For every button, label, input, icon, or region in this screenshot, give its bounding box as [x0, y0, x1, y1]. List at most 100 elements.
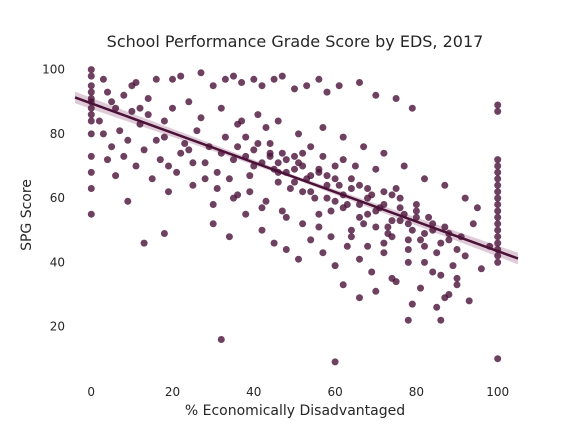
scatter-point	[356, 294, 363, 302]
scatter-point	[299, 188, 307, 196]
scatter-point	[274, 178, 282, 186]
scatter-point	[144, 111, 152, 119]
scatter-point	[339, 281, 347, 289]
scatter-point	[335, 82, 343, 90]
scatter-point	[396, 194, 404, 202]
scatter-point	[246, 172, 254, 180]
scatter-point	[404, 258, 412, 266]
scatter-point	[347, 175, 355, 183]
scatter-point	[307, 172, 315, 180]
scatter-point	[477, 265, 485, 273]
scatter-point	[266, 149, 274, 157]
scatter-point	[165, 188, 172, 196]
scatter-point	[461, 252, 469, 260]
scatter-point	[469, 220, 477, 228]
scatter-point	[327, 207, 335, 215]
scatter-point	[278, 149, 286, 157]
scatter-point	[230, 72, 237, 80]
scatter-point	[217, 336, 225, 343]
scatter-point	[323, 194, 331, 202]
scatter-point	[108, 143, 116, 151]
scatter-point	[112, 104, 120, 112]
scatter-point	[384, 223, 392, 231]
scatter-point	[230, 194, 237, 202]
scatter-point	[112, 172, 120, 180]
scatter-point	[258, 82, 266, 90]
scatter-point	[209, 220, 217, 228]
scatter-point	[152, 75, 160, 83]
scatter-point	[335, 181, 343, 189]
scatter-point	[295, 255, 302, 263]
scatter-point	[299, 149, 307, 157]
scatter-point	[185, 146, 193, 154]
scatter-point	[380, 249, 388, 257]
scatter-point	[461, 194, 469, 202]
scatter-point	[356, 181, 363, 189]
scatter-point	[132, 162, 140, 170]
scatter-point	[421, 230, 428, 237]
scatter-point	[380, 239, 388, 247]
scatter-point	[433, 303, 441, 311]
scatter-point	[148, 175, 156, 183]
scatter-point	[307, 188, 315, 196]
scatter-point	[291, 178, 298, 186]
scatter-point	[494, 355, 502, 363]
scatter-point	[421, 258, 428, 266]
scatter-point	[181, 140, 189, 147]
scatter-point	[152, 136, 160, 144]
scatter-point	[494, 207, 502, 215]
scatter-point	[453, 246, 461, 253]
y-tick-label: 20	[50, 320, 65, 334]
scatter-point	[396, 204, 404, 212]
scatter-point	[323, 181, 331, 189]
scatter-point	[339, 133, 347, 141]
scatter-point	[494, 162, 502, 170]
scatter-point	[140, 146, 148, 154]
scatter-point	[339, 204, 347, 212]
scatter-point	[339, 156, 347, 164]
scatter-point	[250, 146, 258, 154]
scatter-point	[307, 236, 315, 244]
scatter-point	[230, 156, 237, 164]
scatter-point	[388, 233, 396, 241]
scatter-point	[404, 316, 412, 324]
scatter-point	[408, 226, 416, 234]
scatter-point	[246, 188, 254, 196]
scatter-point	[319, 249, 327, 257]
scatter-point	[217, 104, 225, 112]
scatter-point	[494, 213, 502, 221]
scatter-point	[494, 233, 502, 241]
scatter-point	[441, 181, 449, 189]
scatter-point	[295, 130, 302, 138]
scatter-point	[87, 88, 95, 96]
scatter-point	[494, 181, 502, 189]
scatter-point	[201, 175, 209, 183]
y-tick-label: 100	[42, 63, 65, 77]
scatter-point	[494, 220, 502, 228]
scatter-point	[221, 75, 229, 83]
scatter-point	[201, 159, 209, 167]
scatter-point	[347, 226, 355, 234]
scatter-point	[185, 98, 193, 106]
scatter-point	[87, 152, 95, 160]
scatter-point	[412, 207, 420, 215]
scatter-point	[315, 75, 323, 83]
scatter-point	[449, 262, 457, 270]
scatter-point	[282, 213, 290, 221]
scatter-point	[412, 201, 420, 208]
scatter-point	[291, 85, 298, 93]
scatter-point	[388, 191, 396, 199]
scatter-point	[315, 168, 323, 176]
scatter-point	[404, 236, 412, 244]
scatter-point	[116, 127, 124, 135]
scatter-point	[380, 201, 388, 208]
scatter-point	[213, 185, 221, 192]
scatter-point	[254, 111, 262, 119]
scatter-point	[429, 268, 437, 276]
scatter-point	[221, 133, 229, 141]
scatter-point	[234, 120, 242, 128]
scatter-point	[291, 165, 298, 173]
scatter-point	[307, 143, 315, 151]
scatter-point	[254, 140, 262, 147]
points-layer	[87, 66, 502, 366]
